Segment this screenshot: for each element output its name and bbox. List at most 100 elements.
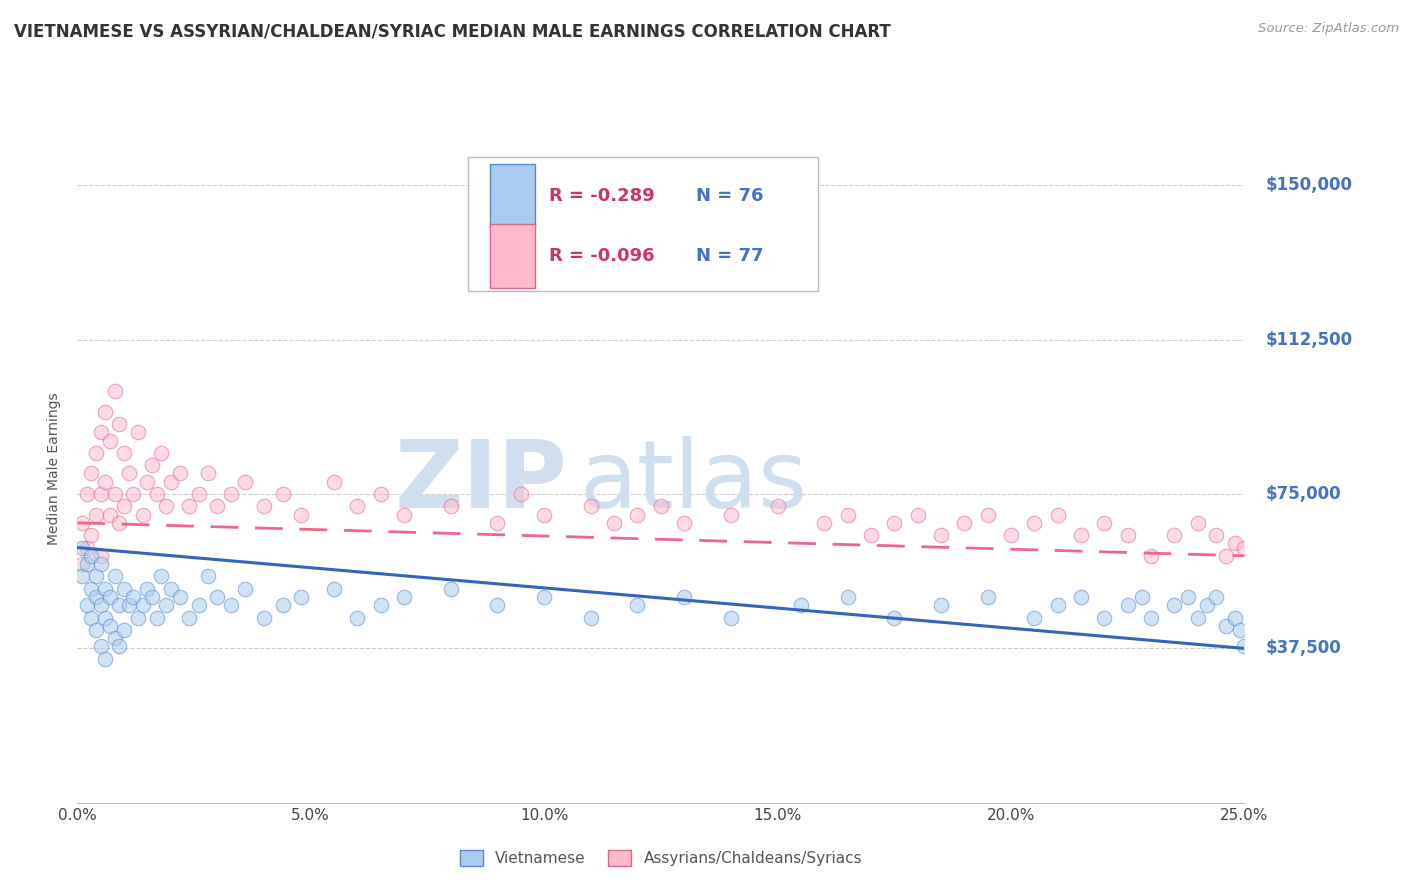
Legend: Vietnamese, Assyrians/Chaldeans/Syriacs: Vietnamese, Assyrians/Chaldeans/Syriacs	[454, 844, 868, 872]
Point	[440, 500, 463, 514]
Point	[883, 610, 905, 624]
Point	[766, 500, 789, 514]
Point	[392, 590, 415, 604]
Point	[76, 557, 98, 571]
Point	[1233, 640, 1256, 654]
Text: $112,500: $112,500	[1265, 331, 1353, 349]
Point	[94, 405, 117, 419]
Point	[221, 487, 243, 501]
Point	[98, 590, 121, 604]
Point	[90, 557, 112, 571]
Point	[127, 425, 149, 440]
Point	[169, 467, 191, 481]
Point	[70, 557, 93, 571]
Text: VIETNAMESE VS ASSYRIAN/CHALDEAN/SYRIAC MEDIAN MALE EARNINGS CORRELATION CHART: VIETNAMESE VS ASSYRIAN/CHALDEAN/SYRIAC M…	[14, 22, 891, 40]
Point	[253, 500, 276, 514]
Text: N = 77: N = 77	[696, 247, 763, 265]
Point	[197, 569, 219, 583]
Point	[122, 590, 145, 604]
Point	[346, 500, 368, 514]
Point	[1130, 590, 1153, 604]
Point	[650, 500, 672, 514]
Point	[1229, 623, 1251, 637]
Point	[136, 582, 159, 596]
Point	[221, 598, 243, 612]
Point	[207, 500, 229, 514]
Point	[579, 610, 602, 624]
Point	[145, 487, 167, 501]
Point	[486, 598, 509, 612]
Point	[837, 508, 859, 522]
Point	[80, 582, 103, 596]
Point	[1070, 590, 1092, 604]
Point	[976, 508, 998, 522]
Point	[370, 487, 392, 501]
Point	[1092, 610, 1115, 624]
Point	[131, 598, 153, 612]
Text: $150,000: $150,000	[1265, 177, 1353, 194]
Point	[1046, 598, 1069, 612]
Point	[145, 610, 167, 624]
Text: R = -0.096: R = -0.096	[548, 247, 654, 265]
Point	[1233, 541, 1256, 555]
Point	[155, 500, 177, 514]
Point	[70, 569, 93, 583]
Point	[392, 508, 415, 522]
Point	[1024, 610, 1046, 624]
Text: $75,000: $75,000	[1265, 485, 1341, 503]
Point	[169, 590, 191, 604]
Point	[1187, 610, 1209, 624]
Point	[90, 549, 112, 563]
Y-axis label: Median Male Earnings: Median Male Earnings	[48, 392, 62, 545]
Point	[813, 516, 835, 530]
Point	[118, 467, 141, 481]
Point	[94, 610, 117, 624]
Point	[80, 610, 103, 624]
Point	[323, 582, 346, 596]
Point	[790, 598, 813, 612]
Point	[579, 500, 602, 514]
Point	[673, 516, 696, 530]
Point	[108, 516, 131, 530]
Point	[179, 500, 201, 514]
Point	[76, 487, 98, 501]
Point	[235, 475, 257, 489]
Point	[187, 598, 209, 612]
Point	[207, 590, 229, 604]
Point	[80, 549, 103, 563]
Point	[108, 640, 131, 654]
Point	[155, 598, 177, 612]
Point	[1223, 536, 1246, 550]
Point	[883, 516, 905, 530]
Point	[1195, 598, 1218, 612]
Point	[90, 598, 112, 612]
Point	[94, 582, 117, 596]
Point	[271, 487, 294, 501]
Point	[1092, 516, 1115, 530]
Point	[253, 610, 276, 624]
Point	[122, 487, 145, 501]
Point	[533, 590, 555, 604]
Point	[976, 590, 998, 604]
Point	[1000, 528, 1022, 542]
Point	[235, 582, 257, 596]
Point	[907, 508, 929, 522]
Point	[370, 598, 392, 612]
Point	[94, 475, 117, 489]
Point	[90, 487, 112, 501]
Text: atlas: atlas	[579, 435, 807, 528]
Point	[76, 541, 98, 555]
Point	[626, 598, 648, 612]
Point	[1215, 619, 1237, 633]
Point	[1140, 549, 1163, 563]
Point	[271, 598, 294, 612]
Point	[509, 487, 531, 501]
Point	[673, 590, 696, 604]
Point	[603, 516, 626, 530]
Point	[1215, 549, 1237, 563]
Point	[290, 508, 312, 522]
Point	[1187, 516, 1209, 530]
Point	[98, 508, 121, 522]
Point	[94, 651, 117, 665]
Point	[141, 458, 163, 473]
